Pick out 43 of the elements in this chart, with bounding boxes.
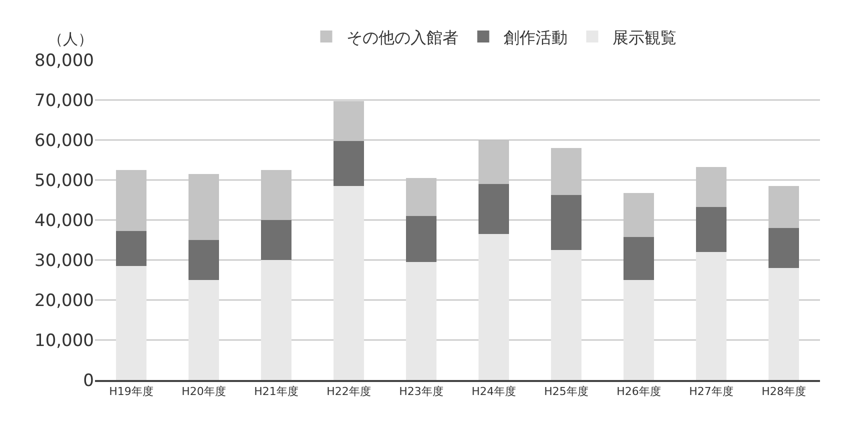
bar — [406, 262, 436, 380]
bar — [188, 240, 219, 280]
legend-label: 展示観覧 — [612, 28, 676, 47]
bar — [696, 206, 726, 252]
bar — [768, 268, 799, 380]
y-axis-title: （人） — [48, 30, 93, 48]
bar — [116, 266, 146, 380]
x-tick-label: H24年度 — [472, 385, 516, 398]
x-tick-label: H19年度 — [109, 385, 154, 398]
x-tick-label: H25年度 — [544, 385, 588, 398]
bar — [478, 184, 509, 234]
bar — [551, 250, 582, 380]
bar — [116, 231, 146, 266]
bar — [261, 220, 292, 260]
bar — [696, 252, 726, 380]
y-tick-label: 50,000 — [34, 170, 94, 191]
x-tick-label: H28年度 — [762, 385, 806, 398]
y-tick-label: 0 — [83, 370, 94, 391]
bar — [551, 194, 582, 250]
x-tick-label: H26年度 — [616, 385, 661, 398]
y-tick-label: 70,000 — [34, 90, 94, 111]
bar — [478, 234, 509, 380]
bar — [261, 260, 292, 380]
x-tick-label: H21年度 — [254, 385, 298, 398]
bar — [406, 216, 436, 262]
bar — [624, 237, 654, 280]
y-tick-label: 10,000 — [34, 330, 94, 351]
bar — [334, 140, 364, 186]
legend-label: その他の入館者 — [346, 28, 458, 47]
bar — [624, 280, 654, 380]
y-tick-label: 30,000 — [34, 250, 94, 271]
legend-label: 創作活動 — [503, 28, 568, 47]
y-tick-label: 80,000 — [34, 50, 94, 71]
x-tick-label: H20年度 — [182, 385, 226, 398]
bar — [768, 228, 799, 268]
x-tick-label: H27年度 — [689, 385, 734, 398]
x-tick-label: H23年度 — [399, 385, 444, 398]
bar — [334, 186, 364, 380]
y-tick-label: 20,000 — [34, 290, 94, 311]
x-tick-label: H22年度 — [326, 385, 371, 398]
y-tick-label: 60,000 — [34, 130, 94, 151]
bar — [188, 280, 219, 380]
y-tick-label: 40,000 — [34, 210, 94, 231]
